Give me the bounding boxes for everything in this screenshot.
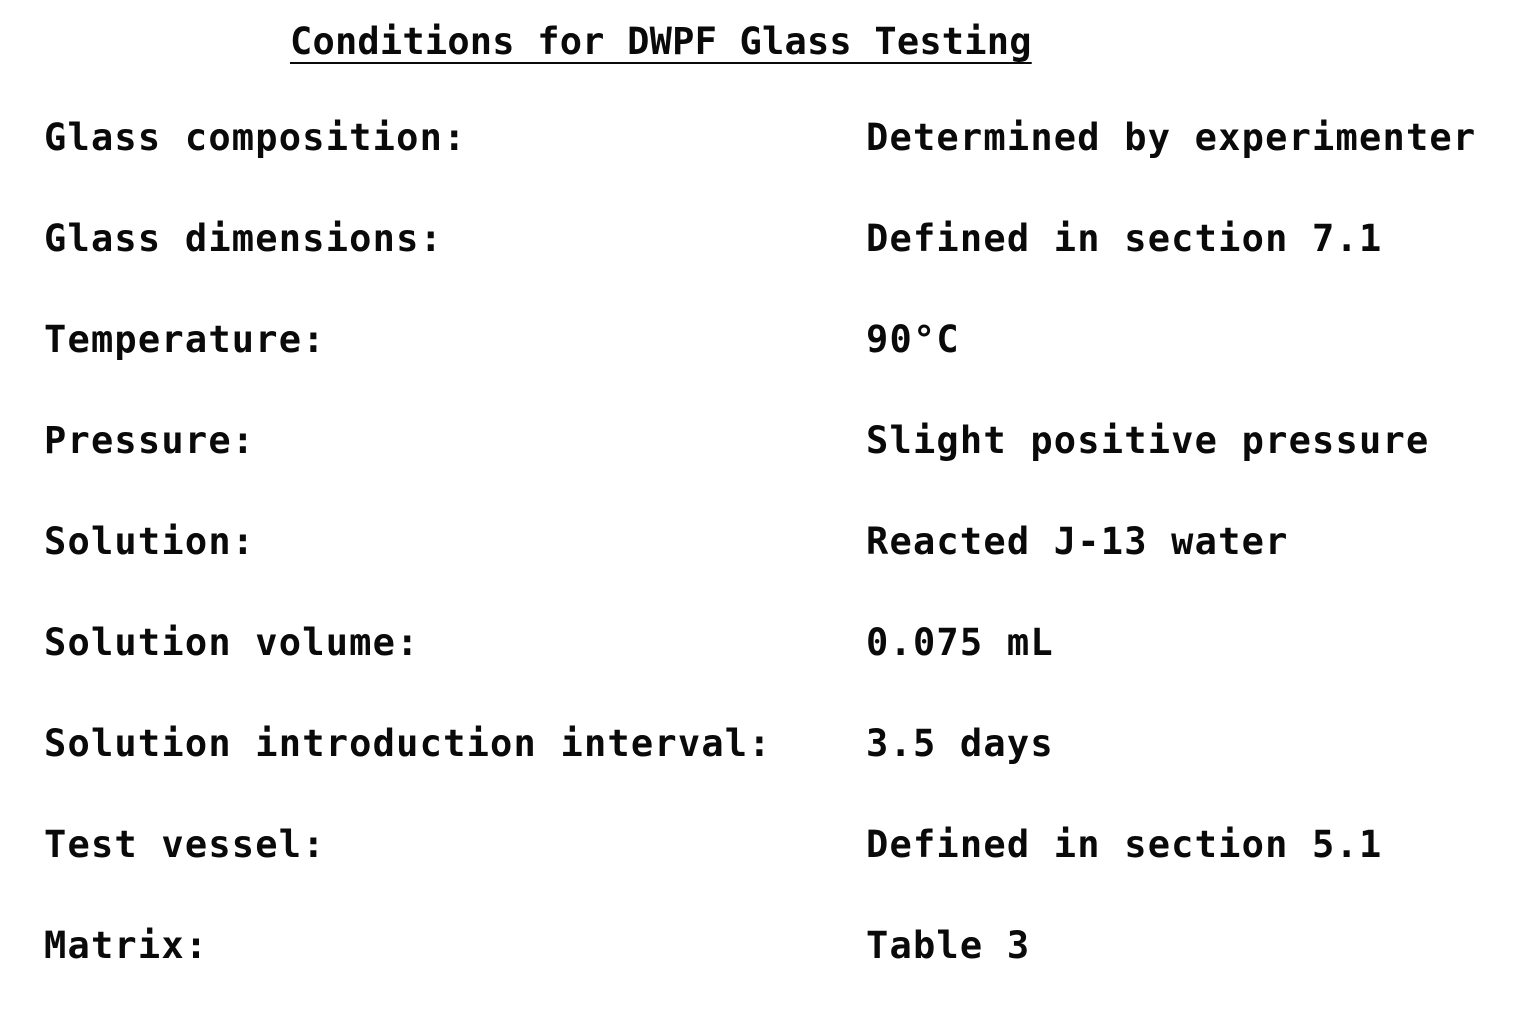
condition-value: Defined in section 7.1 — [866, 217, 1383, 260]
condition-value: Reacted J-13 water — [866, 520, 1289, 563]
conditions-list: Glass composition: Determined by experim… — [44, 116, 1524, 1025]
condition-row-temperature: Temperature: 90°C — [44, 318, 1524, 419]
condition-value: 90°C — [866, 318, 960, 361]
condition-label: Glass composition: — [44, 116, 467, 159]
condition-label: Temperature: — [44, 318, 326, 361]
condition-value: Slight positive pressure — [866, 419, 1430, 462]
condition-value: Determined by experimenter — [866, 116, 1477, 159]
condition-row-matrix: Matrix: Table 3 — [44, 924, 1524, 1025]
condition-label: Solution introduction interval: — [44, 722, 772, 765]
condition-label: Solution volume: — [44, 621, 420, 664]
condition-label: Solution: — [44, 520, 256, 563]
condition-row-pressure: Pressure: Slight positive pressure — [44, 419, 1524, 520]
condition-label: Matrix: — [44, 924, 209, 967]
condition-row-glass-composition: Glass composition: Determined by experim… — [44, 116, 1524, 217]
condition-row-glass-dimensions: Glass dimensions: Defined in section 7.1 — [44, 217, 1524, 318]
condition-value: Defined in section 5.1 — [866, 823, 1383, 866]
document-page: Conditions for DWPF Glass Testing Glass … — [44, 20, 1475, 967]
condition-label: Glass dimensions: — [44, 217, 444, 260]
condition-row-solution-introduction-interval: Solution introduction interval: 3.5 days — [44, 722, 1524, 823]
condition-value: 0.075 mL — [866, 621, 1054, 664]
document-title: Conditions for DWPF Glass Testing — [290, 20, 1032, 63]
condition-value: 3.5 days — [866, 722, 1054, 765]
condition-value: Table 3 — [866, 924, 1031, 967]
condition-row-solution: Solution: Reacted J-13 water — [44, 520, 1524, 621]
condition-label: Test vessel: — [44, 823, 326, 866]
condition-row-solution-volume: Solution volume: 0.075 mL — [44, 621, 1524, 722]
condition-label: Pressure: — [44, 419, 256, 462]
condition-row-test-vessel: Test vessel: Defined in section 5.1 — [44, 823, 1524, 924]
